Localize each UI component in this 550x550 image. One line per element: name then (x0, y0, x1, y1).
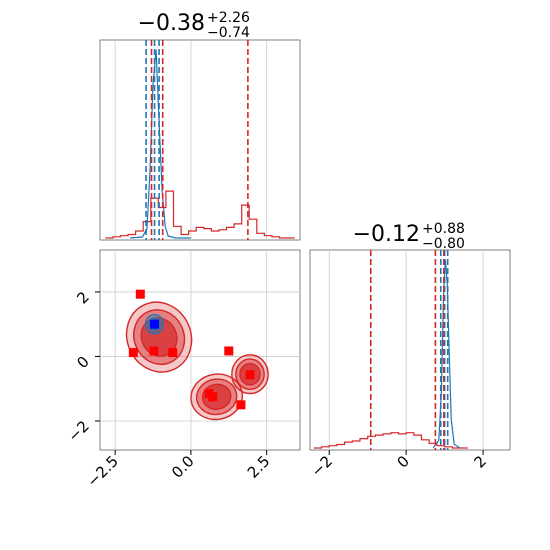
panel-bottom-right-title-main: −0.12 (353, 222, 420, 247)
x-tick-label-1: 0.0 (168, 452, 198, 482)
panel-bottom-left-y-ticks: −2 0 2 (64, 288, 100, 445)
red-square-marker-0 (135, 289, 145, 299)
x-tick-label-0: −2 (308, 452, 336, 480)
x-tick-label-1: 0 (394, 452, 413, 471)
panel-bottom-left-points (128, 289, 255, 410)
panel-bottom-right-x-ticks: −2 0 2 (308, 450, 490, 480)
panel-top-left: −0.38 +2.26 −0.74 (99, 10, 301, 241)
panel-top-left-grid (114, 40, 268, 240)
panel-top-left-vlines (145, 40, 249, 240)
blue-square-marker-0 (150, 319, 160, 329)
series-line-0 (105, 190, 295, 239)
x-tick-label-0: −2.5 (83, 452, 121, 490)
panel-bottom-right-frame (309, 249, 511, 451)
panel-bottom-left: −2.5 0.0 2.5 −2 0 2 (64, 249, 301, 491)
y-tick-label-1: 0 (73, 353, 92, 372)
panel-top-left-title-sup: +2.26 (207, 10, 250, 26)
panel-bottom-right: −2 0 2 −0.12 +0.88 −0.80 (308, 221, 511, 480)
panel-top-left-title-sub: −0.74 (207, 25, 250, 41)
panel-bottom-right-title-sup: +0.88 (422, 221, 465, 237)
panel-bottom-left-x-ticks: −2.5 0.0 2.5 (83, 450, 273, 491)
panel-bottom-right-grid (328, 250, 484, 450)
panel-bottom-right-title-sub: −0.80 (422, 236, 465, 252)
red-square-marker-4 (224, 346, 234, 356)
panel-top-left-frame (99, 39, 301, 241)
x-tick-label-2: 2 (470, 452, 489, 471)
red-square-marker-1 (128, 348, 138, 358)
x-tick-label-2: 2.5 (244, 452, 274, 482)
panel-top-left-title-main: −0.38 (138, 11, 205, 36)
series-line-0 (313, 432, 468, 449)
red-square-marker-7 (236, 400, 246, 410)
red-square-marker-2 (149, 346, 159, 356)
red-square-marker-6 (208, 392, 218, 402)
y-tick-label-0: −2 (64, 417, 92, 445)
panel-bottom-left-contours (125, 301, 269, 421)
red-square-marker-8 (245, 370, 255, 380)
red-square-marker-3 (168, 348, 178, 358)
y-tick-label-2: 2 (73, 288, 92, 307)
panel-bottom-right-vlines (369, 250, 449, 450)
